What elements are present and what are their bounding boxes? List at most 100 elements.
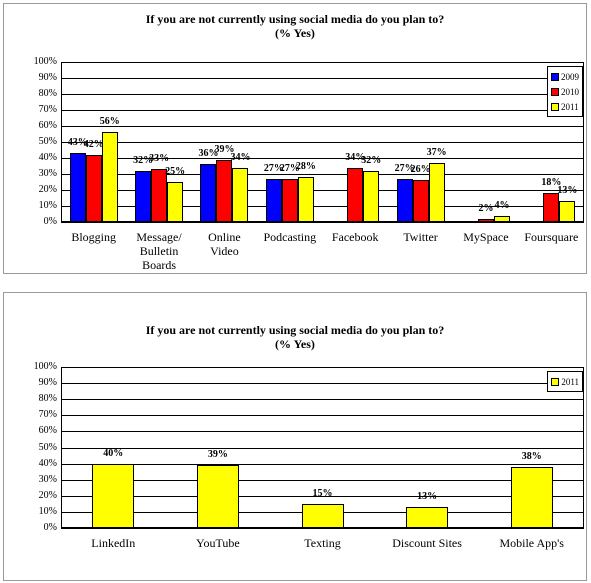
- y-tick-label: 30%: [38, 168, 57, 179]
- value-label: 34%: [345, 151, 366, 163]
- grid-line: [61, 206, 584, 207]
- bar: [281, 178, 298, 222]
- grid-line: [61, 174, 584, 175]
- value-label: 32%: [361, 154, 382, 166]
- legend-entry: 2011: [551, 99, 579, 114]
- value-label: 33%: [149, 153, 170, 165]
- value-label: 28%: [295, 161, 316, 173]
- grid-line: [61, 142, 584, 143]
- x-tick-label: Twitter: [403, 230, 438, 244]
- value-label: 13%: [557, 185, 578, 197]
- y-tick-label: 20%: [38, 184, 57, 195]
- x-tick-label: MySpace: [463, 230, 509, 244]
- y-tick-label: 50%: [38, 136, 57, 147]
- value-label: 15%: [312, 487, 333, 499]
- bar: [493, 215, 510, 222]
- legend-swatch: [551, 102, 559, 111]
- value-label: 43%: [67, 137, 88, 149]
- x-tick-label: Mobile App's: [499, 536, 564, 550]
- bar: [69, 153, 86, 222]
- grid-line: [61, 528, 584, 529]
- x-tick-label: Podcasting: [263, 230, 317, 244]
- value-label: 36%: [198, 148, 219, 160]
- bar: [406, 507, 449, 528]
- grid-line: [61, 94, 584, 95]
- value-label: 2%: [478, 202, 494, 214]
- value-label: 56%: [99, 116, 120, 128]
- x-tick-label: Facebook: [331, 230, 379, 244]
- legend-label: 2009: [561, 71, 579, 82]
- value-label: 4%: [494, 199, 510, 211]
- value-label: 38%: [521, 450, 542, 462]
- legend-swatch: [551, 72, 559, 81]
- y-tick-label: 40%: [38, 152, 57, 163]
- x-tick-label: YouTube: [196, 536, 240, 550]
- value-label: 40%: [103, 447, 124, 459]
- y-tick-label: 80%: [38, 393, 57, 405]
- legend-label: 2011: [561, 101, 579, 112]
- y-tick-label: 70%: [38, 409, 57, 421]
- chart: If you are not currently using social me…: [3, 3, 587, 274]
- bar: [297, 177, 314, 222]
- grid-line: [61, 78, 584, 79]
- bar: [232, 167, 249, 222]
- y-tick-label: 100%: [33, 56, 57, 67]
- y-tick-label: 10%: [38, 200, 57, 211]
- bar: [92, 463, 135, 528]
- grid-line: [61, 415, 584, 417]
- x-tick-label: LinkedIn: [91, 536, 136, 550]
- grid-line: [61, 110, 584, 111]
- bar: [510, 466, 553, 528]
- legend-entry: 2010: [551, 84, 579, 99]
- bar: [85, 154, 102, 222]
- y-tick-label: 40%: [38, 457, 57, 469]
- bar: [265, 178, 282, 222]
- y-tick-label: 100%: [33, 361, 57, 372]
- legend-label: 2010: [561, 86, 579, 97]
- grid-line: [61, 431, 584, 433]
- grid-line: [61, 190, 584, 191]
- y-tick-label: 50%: [38, 441, 57, 453]
- value-label: 34%: [230, 151, 251, 163]
- value-label: 27%: [394, 162, 415, 174]
- bar: [347, 167, 364, 222]
- bar: [200, 164, 217, 222]
- bar: [196, 465, 239, 528]
- bar: [396, 178, 413, 222]
- bar: [428, 162, 445, 222]
- x-tick-label: Texting: [304, 536, 341, 550]
- grid-line: [61, 479, 584, 481]
- y-tick-label: 90%: [38, 377, 57, 389]
- bar: [412, 180, 429, 222]
- legend-entry: 2009: [551, 69, 579, 84]
- grid-line: [61, 495, 584, 497]
- y-tick-label: 80%: [38, 88, 57, 99]
- legend: 2011: [547, 371, 583, 392]
- chart-subtitle: (% Yes): [275, 337, 315, 351]
- legend: 2009 2010 2011: [547, 66, 583, 117]
- grid-line: [61, 383, 584, 385]
- grid-line: [61, 367, 584, 368]
- bar: [167, 182, 184, 222]
- bar: [135, 170, 152, 222]
- value-label: 27%: [263, 162, 284, 174]
- bar: [477, 218, 494, 222]
- y-tick-label: 0%: [43, 216, 57, 227]
- legend-label: 2011: [561, 376, 579, 387]
- y-tick-label: 30%: [38, 473, 57, 485]
- bar: [363, 170, 380, 222]
- value-label: 42%: [83, 138, 104, 150]
- value-label: 25%: [165, 166, 186, 177]
- chart-title: If you are not currently using social me…: [145, 323, 445, 337]
- bar: [101, 132, 118, 222]
- grid-line: [61, 222, 584, 223]
- value-label: 32%: [133, 154, 154, 166]
- y-tick-label: 20%: [38, 489, 57, 501]
- bar: [301, 503, 344, 528]
- grid-line: [61, 399, 584, 401]
- y-tick-label: 10%: [38, 505, 57, 517]
- bar: [216, 159, 233, 222]
- legend-swatch: [551, 87, 559, 96]
- value-label: 26%: [410, 164, 431, 176]
